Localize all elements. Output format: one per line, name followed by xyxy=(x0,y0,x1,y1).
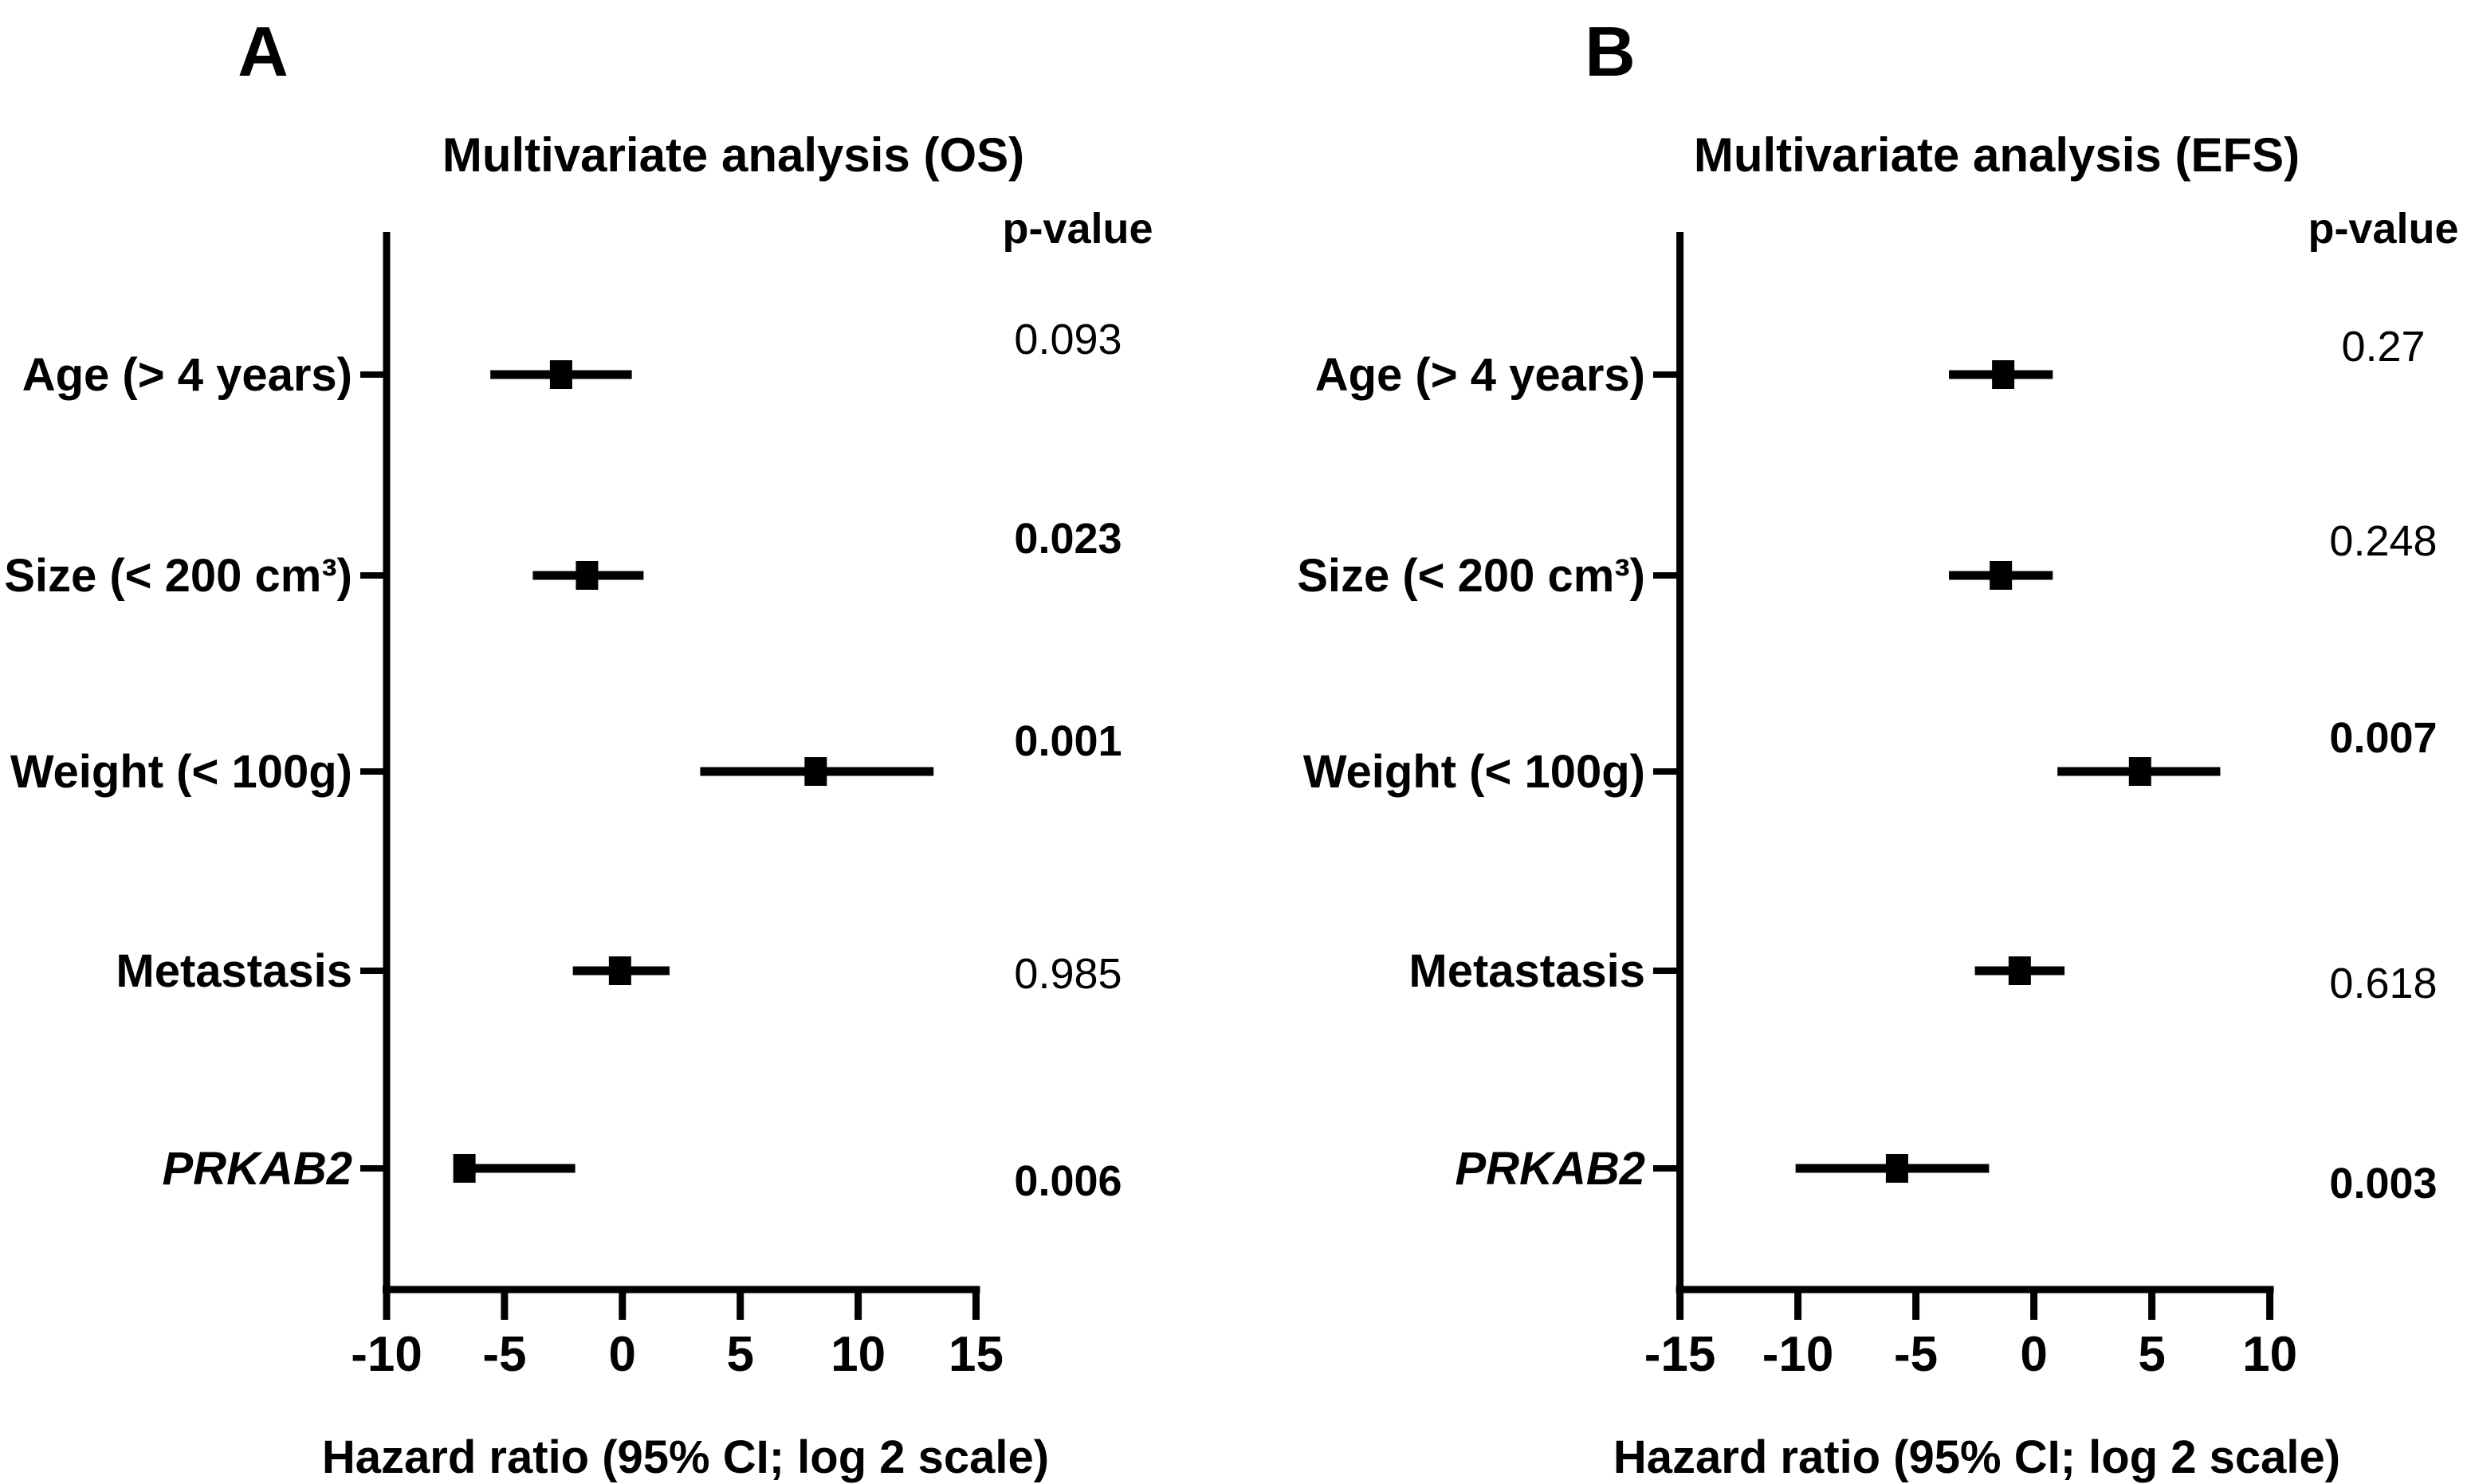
p-value: 0.007 xyxy=(2329,714,2437,762)
row-label: Size (< 200 cm³) xyxy=(1297,550,1645,602)
row-label: Metastasis xyxy=(1408,945,1645,997)
x-axis-tick-label: 5 xyxy=(2138,1327,2165,1382)
x-axis-tick-label: 10 xyxy=(831,1327,886,1382)
panel-a-letter: A xyxy=(238,12,289,91)
row-label: Weight (< 100g) xyxy=(1303,746,1645,798)
row-label: Weight (< 100g) xyxy=(10,746,352,798)
x-axis-tick-label: -10 xyxy=(351,1327,422,1382)
p-value: 0.985 xyxy=(1014,950,1122,998)
panel-b-letter: B xyxy=(1585,12,1636,91)
panel-a-pvalue-column-header: p-value xyxy=(1002,205,1153,253)
panel-b-pvalue-column-header: p-value xyxy=(2308,205,2458,253)
x-axis-tick-label: -15 xyxy=(1644,1327,1716,1382)
x-axis-tick-label: 10 xyxy=(2242,1327,2297,1382)
p-value: 0.618 xyxy=(2329,960,2437,1007)
row-label: PRKAB2 xyxy=(163,1143,353,1195)
row-label: Age (> 4 years) xyxy=(22,349,352,401)
row-label: Age (> 4 years) xyxy=(1315,349,1645,401)
p-value: 0.003 xyxy=(2329,1160,2437,1207)
point-estimate-marker xyxy=(1992,360,2015,389)
panel-a: A Multivariate analysis (OS) p-value Haz… xyxy=(4,12,1153,1483)
x-axis-tick-label: -10 xyxy=(1762,1327,1834,1382)
point-estimate-marker xyxy=(453,1154,476,1183)
point-estimate-marker xyxy=(1885,1154,1908,1183)
panel-a-plot-area: -10 -5 0 5 10 15 Age (> 4 years) 0.093 Size (< 2… xyxy=(4,232,1122,1382)
point-estimate-marker xyxy=(2008,956,2031,985)
x-axis-tick-label: 0 xyxy=(609,1327,636,1382)
panel-b: B Multivariate analysis (EFS) p-value Ha… xyxy=(1297,12,2458,1483)
point-estimate-marker xyxy=(549,360,572,389)
point-estimate-marker xyxy=(608,956,631,985)
x-axis-tick-label: 5 xyxy=(726,1327,753,1382)
point-estimate-marker xyxy=(804,757,827,786)
panel-a-title: Multivariate analysis (OS) xyxy=(442,128,1024,182)
p-value: 0.248 xyxy=(2329,517,2437,565)
p-value: 0.093 xyxy=(1014,316,1122,363)
point-estimate-marker xyxy=(2128,757,2151,786)
panel-b-title: Multivariate analysis (EFS) xyxy=(1694,128,2300,182)
x-axis-tick-label: -5 xyxy=(482,1327,526,1382)
row-label: Metastasis xyxy=(116,945,352,997)
point-estimate-marker xyxy=(576,561,599,590)
p-value: 0.001 xyxy=(1014,717,1122,765)
row-label: PRKAB2 xyxy=(1455,1143,1646,1195)
x-axis-tick-label: -5 xyxy=(1894,1327,1938,1382)
p-value: 0.27 xyxy=(2341,323,2425,371)
panel-b-x-axis-title: Hazard ratio (95% CI; log 2 scale) xyxy=(1613,1431,2340,1483)
panel-b-plot-area: -15 -10 -5 0 5 10 Age (> 4 years) 0.27 Size (< 2… xyxy=(1297,232,2438,1382)
x-axis-tick-label: 15 xyxy=(949,1327,1004,1382)
row-label: Size (< 200 cm³) xyxy=(4,550,352,602)
x-axis-tick-label: 0 xyxy=(2020,1327,2047,1382)
p-value: 0.006 xyxy=(1014,1157,1122,1205)
point-estimate-marker xyxy=(1990,561,2013,590)
p-value: 0.023 xyxy=(1014,515,1122,563)
panel-a-x-axis-title: Hazard ratio (95% CI; log 2 scale) xyxy=(322,1431,1049,1483)
